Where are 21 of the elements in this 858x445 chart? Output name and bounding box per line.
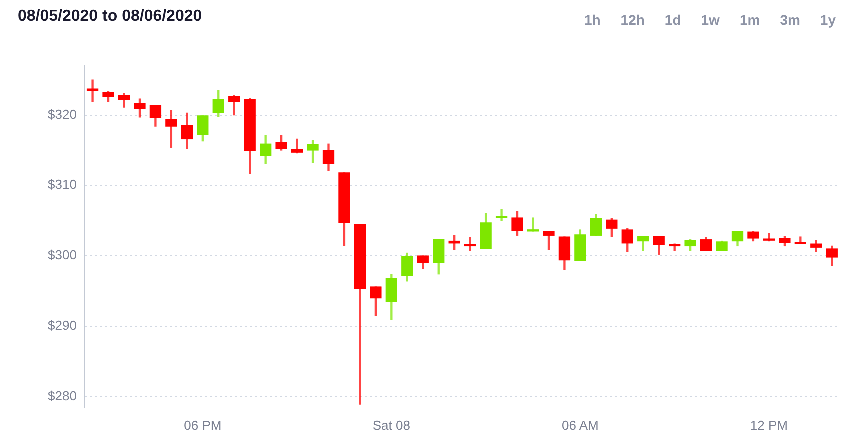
text: 12h <box>620 11 646 30</box>
y-tick-label: $280 <box>48 388 77 404</box>
text: 1w <box>700 11 721 30</box>
y-tick-label: $290 <box>48 318 77 334</box>
x-tick-label: 06 AM <box>562 418 599 433</box>
x-tick-label: 06 PM <box>184 418 222 433</box>
text: 3m <box>779 11 802 30</box>
candlestick <box>464 237 476 252</box>
x-tick-label: 12 PM <box>750 418 788 433</box>
text: 1h <box>583 11 602 30</box>
candlestick <box>794 236 807 244</box>
chart-title: 08/05/2020 to 08/06/2020 <box>18 8 202 26</box>
y-tick-label: $300 <box>48 248 77 263</box>
text: 1y <box>819 11 837 30</box>
y-tick-label: $320 <box>48 106 77 122</box>
x-tick-label: Sat 08 <box>372 418 410 433</box>
text: 1m <box>738 11 762 30</box>
candlestick <box>86 80 99 102</box>
y-tick-label: $310 <box>48 177 77 192</box>
candlestick <box>527 218 540 232</box>
text: 1d <box>664 11 682 30</box>
